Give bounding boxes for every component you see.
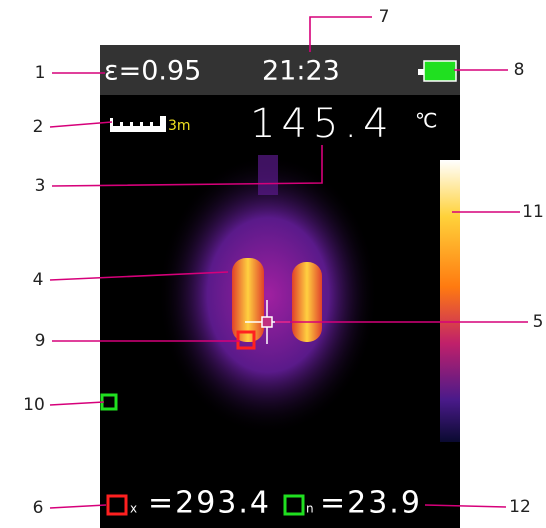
emissivity: ε=0.95 <box>104 56 201 87</box>
max-value: =293.4 <box>148 486 271 521</box>
callout-label: 1 <box>35 63 46 83</box>
temperature-unit: ℃ <box>415 109 437 133</box>
battery <box>418 61 456 81</box>
time: 21:23 <box>262 56 340 87</box>
callout-label: 12 <box>509 497 531 517</box>
callout-label: 2 <box>33 117 44 137</box>
color-scale <box>440 160 460 442</box>
max-mark: x <box>130 502 137 516</box>
temperature: 145.4 <box>250 101 395 147</box>
callout-label: 7 <box>379 7 390 27</box>
callout-label: 10 <box>23 395 45 415</box>
callout-label: 4 <box>33 270 44 290</box>
min-value: =23.9 <box>320 486 422 521</box>
callout-label: 11 <box>522 202 544 222</box>
callout-label: 5 <box>533 312 544 332</box>
callout-label: 6 <box>33 498 44 518</box>
callout-label: 3 <box>35 176 46 196</box>
camera-screen: ε=0.95 21:23 3m 145.4 ℃ x =293.4 n =23.9 <box>100 45 460 528</box>
callout-label: 9 <box>35 331 46 351</box>
distance: 3m <box>168 118 191 134</box>
min-mark: n <box>306 502 314 516</box>
diagram: ε=0.95 21:23 3m 145.4 ℃ x =293.4 n =23.9 <box>0 0 546 528</box>
callout-label: 8 <box>514 60 525 80</box>
